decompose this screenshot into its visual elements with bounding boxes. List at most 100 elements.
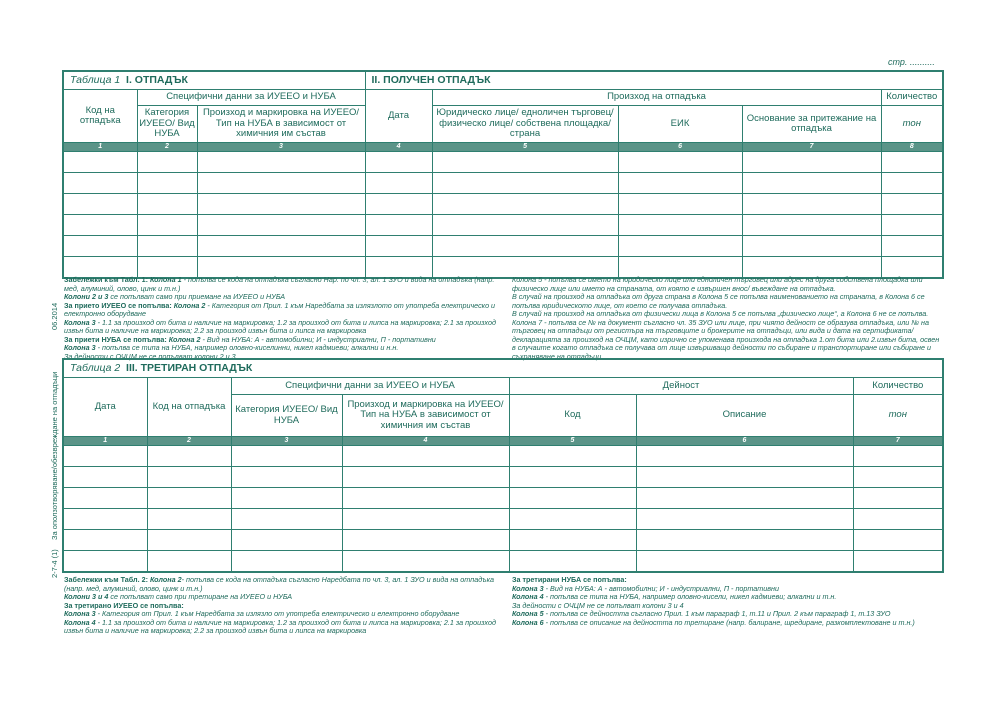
entry-cell[interactable] (364, 151, 433, 173)
entry-cell[interactable] (364, 193, 433, 215)
entry-cell[interactable] (852, 445, 944, 467)
entry-cell[interactable] (880, 235, 944, 257)
entry-cell[interactable] (431, 172, 619, 194)
note-line: За третирано ИУЕЕО се попълва: (64, 600, 504, 611)
entry-cell[interactable] (196, 214, 366, 236)
entry-cell[interactable] (62, 235, 138, 257)
entry-cell[interactable] (617, 214, 743, 236)
entry-cell[interactable] (880, 193, 944, 215)
entry-cell[interactable] (852, 508, 944, 530)
col-num: 2 (146, 436, 232, 446)
entry-cell[interactable] (364, 214, 433, 236)
entry-cell[interactable] (635, 487, 854, 509)
entry-cell[interactable] (364, 172, 433, 194)
entry-cell[interactable] (146, 529, 232, 551)
entry-cell[interactable] (508, 508, 637, 530)
entry-cell[interactable] (431, 214, 619, 236)
entry-cell[interactable] (341, 550, 510, 573)
entry-cell[interactable] (635, 508, 854, 530)
entry-cell[interactable] (62, 487, 148, 509)
entry-cell[interactable] (508, 550, 637, 573)
note-bold: Колона 3 (512, 583, 544, 593)
entry-cell[interactable] (341, 508, 510, 530)
entry-cell[interactable] (136, 235, 198, 257)
entry-cell[interactable] (62, 172, 138, 194)
entry-cell[interactable] (880, 172, 944, 194)
note-line: В случай на произход на отпадъка от физи… (512, 309, 929, 318)
entry-cell[interactable] (741, 193, 882, 215)
entry-cell[interactable] (196, 193, 366, 215)
entry-cell[interactable] (196, 151, 366, 173)
entry-cell[interactable] (508, 445, 637, 467)
entry-cell[interactable] (146, 445, 232, 467)
header-activity-code: Код (508, 394, 637, 437)
entry-cell[interactable] (852, 466, 944, 488)
entry-cell[interactable] (146, 466, 232, 488)
entry-cell[interactable] (136, 214, 198, 236)
entry-cell[interactable] (62, 445, 148, 467)
table-2-title: Таблица 2 III. ТРЕТИРАН ОТПАДЪК (62, 358, 944, 378)
entry-cell[interactable] (62, 466, 148, 488)
entry-cell[interactable] (230, 508, 343, 530)
entry-cell[interactable] (617, 172, 743, 194)
note-bold: Колона 6 (512, 617, 544, 627)
entry-cell[interactable] (741, 235, 882, 257)
entry-cell[interactable] (635, 445, 854, 467)
entry-cell[interactable] (196, 172, 366, 194)
entry-cell[interactable] (741, 214, 882, 236)
entry-cell[interactable] (136, 151, 198, 173)
entry-cell[interactable] (741, 151, 882, 173)
entry-cell[interactable] (230, 487, 343, 509)
entry-cell[interactable] (431, 193, 619, 215)
entry-cell[interactable] (62, 550, 148, 573)
entry-cell[interactable] (146, 550, 232, 573)
entry-cell[interactable] (146, 508, 232, 530)
entry-cell[interactable] (341, 529, 510, 551)
note-text: се попълват само при третиране на ИУЕЕО … (108, 592, 293, 601)
entry-cell[interactable] (62, 151, 138, 173)
entry-cell[interactable] (741, 172, 882, 194)
entry-cell[interactable] (341, 487, 510, 509)
header-quantity: Количество (880, 89, 944, 106)
entry-cell[interactable] (341, 445, 510, 467)
entry-cell[interactable] (852, 550, 944, 573)
entry-cell[interactable] (230, 445, 343, 467)
note-lead: За третирано ИУЕЕО се попълва: (64, 600, 184, 610)
note-bold: Колона 5 (512, 609, 544, 618)
entry-cell[interactable] (880, 151, 944, 173)
entry-cell[interactable] (635, 529, 854, 551)
entry-cell[interactable] (136, 193, 198, 215)
entry-cell[interactable] (617, 235, 743, 257)
entry-cell[interactable] (62, 214, 138, 236)
entry-cell[interactable] (508, 487, 637, 509)
entry-cell[interactable] (62, 193, 138, 215)
entry-cell[interactable] (508, 529, 637, 551)
entry-cell[interactable] (230, 466, 343, 488)
entry-cell[interactable] (431, 151, 619, 173)
entry-cell[interactable] (852, 529, 944, 551)
entry-cell[interactable] (635, 466, 854, 488)
note-text: - попълва се дейността съгласно Прил. 1 … (543, 609, 891, 618)
note-bold: Колона 4 (64, 617, 96, 627)
entry-cell[interactable] (136, 172, 198, 194)
entry-cell[interactable] (880, 256, 944, 279)
note-text: - Категория от Прил. 1 към Наредбата за … (64, 300, 496, 318)
header-basis: Основание за притежание на отпадъка (741, 105, 882, 143)
entry-cell[interactable] (364, 235, 433, 257)
entry-cell[interactable] (230, 529, 343, 551)
entry-cell[interactable] (196, 256, 366, 279)
entry-cell[interactable] (230, 550, 343, 573)
entry-cell[interactable] (635, 550, 854, 573)
entry-cell[interactable] (196, 235, 366, 257)
entry-cell[interactable] (146, 487, 232, 509)
entry-cell[interactable] (341, 466, 510, 488)
entry-cell[interactable] (62, 529, 148, 551)
entry-cell[interactable] (431, 235, 619, 257)
entry-cell[interactable] (62, 508, 148, 530)
entry-cell[interactable] (880, 214, 944, 236)
entry-cell[interactable] (617, 151, 743, 173)
entry-cell[interactable] (508, 466, 637, 488)
entry-cell[interactable] (852, 487, 944, 509)
entry-cell[interactable] (617, 193, 743, 215)
col-num: 7 (741, 142, 882, 152)
